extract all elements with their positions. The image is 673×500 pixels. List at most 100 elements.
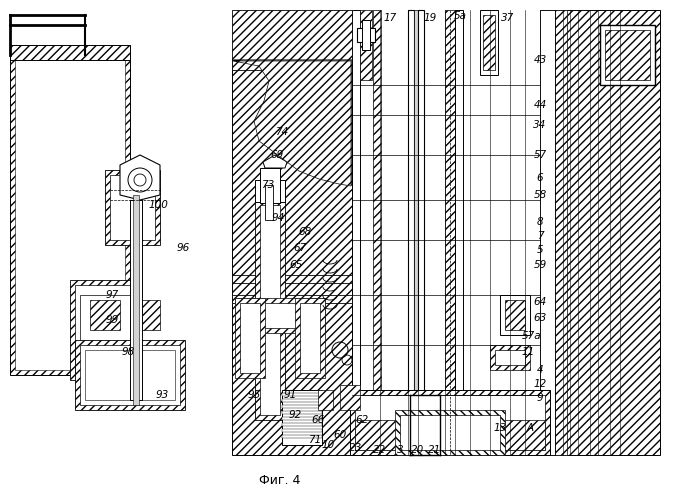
Bar xyxy=(133,195,139,405)
Bar xyxy=(360,10,372,80)
Bar xyxy=(85,350,175,400)
Bar xyxy=(350,390,550,455)
Bar xyxy=(295,298,325,378)
Text: 73: 73 xyxy=(261,180,275,190)
Text: 11: 11 xyxy=(522,347,534,357)
Bar xyxy=(414,10,418,455)
Text: 58: 58 xyxy=(534,190,546,200)
Text: 74: 74 xyxy=(275,127,289,137)
Bar xyxy=(75,285,135,375)
Polygon shape xyxy=(232,60,352,185)
Bar xyxy=(483,15,495,70)
Bar xyxy=(605,30,650,80)
Bar xyxy=(490,345,530,370)
Bar xyxy=(130,300,160,330)
Text: 97: 97 xyxy=(106,290,118,300)
Bar xyxy=(105,170,160,245)
Bar xyxy=(130,200,142,400)
Text: 5: 5 xyxy=(536,245,543,255)
Bar xyxy=(255,180,285,202)
Text: 7: 7 xyxy=(536,231,543,241)
Text: 44: 44 xyxy=(534,100,546,110)
Bar xyxy=(282,393,322,396)
Text: 62: 62 xyxy=(355,415,369,425)
Text: 8: 8 xyxy=(536,217,543,227)
Text: 9: 9 xyxy=(536,393,543,403)
Text: 71: 71 xyxy=(308,435,322,445)
Text: 60: 60 xyxy=(333,430,347,440)
Polygon shape xyxy=(232,60,352,455)
Bar xyxy=(265,185,273,220)
Bar xyxy=(445,10,455,455)
Text: 64: 64 xyxy=(534,297,546,307)
Bar xyxy=(70,280,140,380)
Bar xyxy=(355,420,545,450)
Text: 59: 59 xyxy=(534,260,546,270)
Bar xyxy=(282,423,322,426)
Bar xyxy=(362,20,370,50)
Bar xyxy=(80,345,180,405)
Bar xyxy=(240,303,320,328)
Text: 68: 68 xyxy=(298,227,312,237)
Text: 91: 91 xyxy=(283,390,297,400)
Bar xyxy=(318,390,333,410)
Text: 99: 99 xyxy=(106,315,118,325)
Bar xyxy=(355,395,545,450)
Bar xyxy=(408,10,414,455)
Bar xyxy=(495,350,525,365)
Text: 5a: 5a xyxy=(454,11,466,21)
Bar xyxy=(455,10,463,455)
Bar xyxy=(282,399,322,402)
Bar xyxy=(235,298,325,333)
Bar xyxy=(75,340,185,410)
Bar xyxy=(352,10,360,455)
Bar xyxy=(282,390,322,445)
Bar xyxy=(260,168,280,203)
Text: 6: 6 xyxy=(536,173,543,183)
Text: 17: 17 xyxy=(384,13,396,23)
Bar xyxy=(418,10,424,455)
Bar xyxy=(540,10,555,455)
Bar xyxy=(282,429,322,432)
Text: 93: 93 xyxy=(155,390,169,400)
Text: 95: 95 xyxy=(248,390,260,400)
Polygon shape xyxy=(263,155,287,168)
Bar xyxy=(480,10,498,75)
Bar xyxy=(90,300,120,330)
Text: 10: 10 xyxy=(322,440,334,450)
Bar xyxy=(10,45,130,375)
Bar xyxy=(400,415,500,450)
Bar xyxy=(600,25,655,85)
Bar xyxy=(282,435,322,438)
Bar xyxy=(282,405,322,408)
Text: 57: 57 xyxy=(534,150,546,160)
Bar xyxy=(500,295,530,335)
Text: 12: 12 xyxy=(534,379,546,389)
Text: 100: 100 xyxy=(148,200,168,210)
Text: 34: 34 xyxy=(534,120,546,130)
Text: 65: 65 xyxy=(289,260,303,270)
Text: 13: 13 xyxy=(493,423,507,433)
Bar xyxy=(505,300,525,330)
Text: 20: 20 xyxy=(411,445,425,455)
Bar xyxy=(395,410,505,455)
Bar xyxy=(282,411,322,414)
Text: 21: 21 xyxy=(429,445,441,455)
Text: Фиг. 4: Фиг. 4 xyxy=(259,474,301,486)
Bar xyxy=(235,298,265,378)
Text: 4: 4 xyxy=(536,365,543,375)
Polygon shape xyxy=(10,45,130,60)
Text: 43: 43 xyxy=(534,55,546,65)
Text: 92: 92 xyxy=(288,410,302,420)
Text: 3: 3 xyxy=(396,445,403,455)
Text: 22: 22 xyxy=(374,445,386,455)
Text: 57a: 57a xyxy=(522,331,542,341)
Bar xyxy=(373,10,381,455)
Bar xyxy=(15,50,125,370)
Text: 69: 69 xyxy=(271,150,283,160)
Text: 37: 37 xyxy=(501,13,515,23)
Bar xyxy=(282,417,322,420)
Text: 63: 63 xyxy=(534,313,546,323)
Bar xyxy=(232,295,352,303)
Bar xyxy=(80,295,130,370)
